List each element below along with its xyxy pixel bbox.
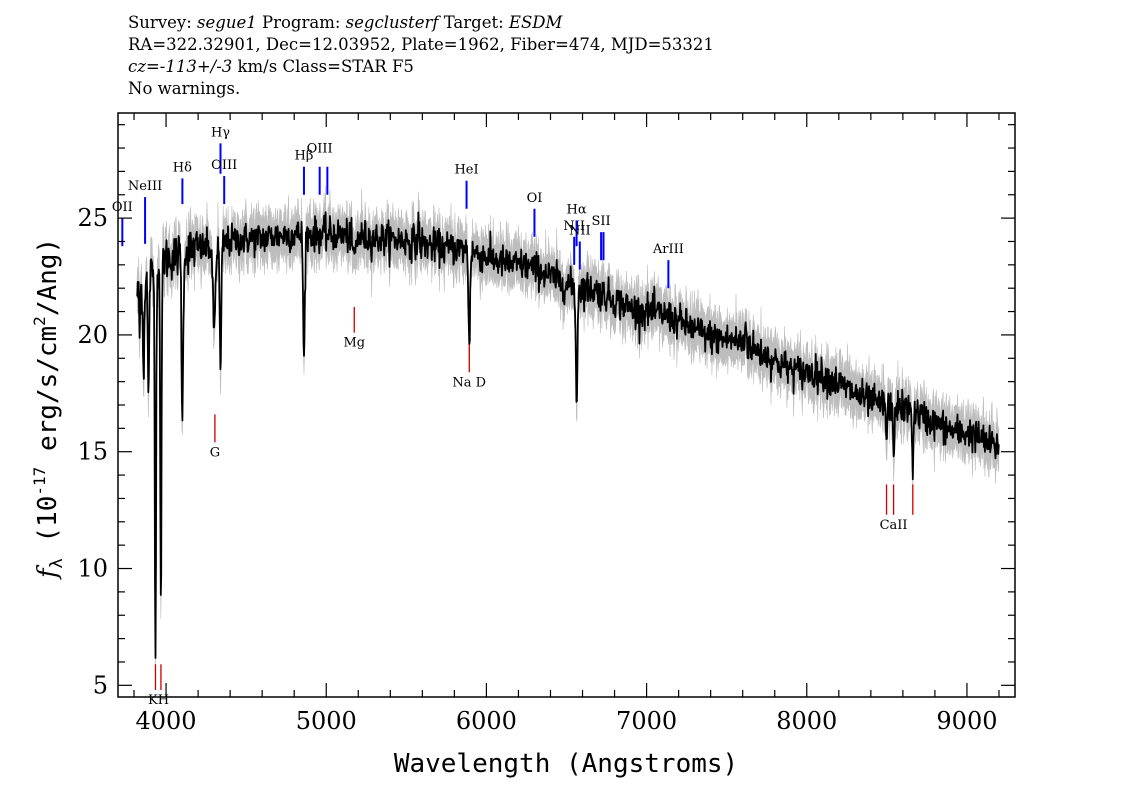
x-tick-label: 8000 xyxy=(776,707,837,735)
redshift-value: cz=-113+/-3 xyxy=(128,57,233,76)
emission-line-13: SII xyxy=(592,214,611,261)
y-label-mid: erg/s/cm xyxy=(33,326,63,467)
emission-line-label: NeIII xyxy=(128,179,162,194)
error-band xyxy=(136,185,1000,680)
absorption-line-3: G xyxy=(210,414,220,460)
class-value: km/s Class=STAR F5 xyxy=(232,57,414,76)
absorption-line-4: Mg xyxy=(343,306,365,351)
error-band-area xyxy=(136,185,1000,680)
spectrum-line xyxy=(136,211,1000,659)
plot-axes: 4000 5000 6000 7000 8000 9000 5 10 15 20 25 xyxy=(77,112,1016,735)
absorption-line-label: G xyxy=(210,445,220,460)
header-line-warnings: No warnings. xyxy=(128,79,241,98)
emission-line-label: NII xyxy=(569,223,591,238)
line-markers: OIINeIIIHδHγOIIIHβOIIIHeIOINIIHαNIISIIAr… xyxy=(112,125,914,708)
header-line-redshift: cz=-113+/-3 km/s Class=STAR F5 xyxy=(128,56,714,78)
x-tick-label: 4000 xyxy=(136,707,197,735)
emission-line-3: Hγ xyxy=(211,125,230,174)
y-label-post: /Ang) xyxy=(33,238,63,316)
emission-line-label: SII xyxy=(592,214,611,229)
y-tick-label: 25 xyxy=(77,204,108,232)
emission-line-label: ArIII xyxy=(652,242,684,257)
emission-line-label: Hδ xyxy=(173,160,192,175)
emission-line-label: OIII xyxy=(211,158,237,173)
x-tick-label: 9000 xyxy=(936,707,997,735)
y-label-pre: (10 xyxy=(33,496,63,559)
emission-line-2: Hδ xyxy=(173,160,192,205)
absorption-line-label: Na D xyxy=(452,375,486,390)
emission-line-10: NII xyxy=(563,219,585,265)
emission-line-12: NII xyxy=(569,223,591,270)
y-tick-label: 15 xyxy=(77,438,108,466)
emission-line-0: OII xyxy=(112,200,133,247)
spectrum-header: Survey: segue1 Program: segclusterf Targ… xyxy=(128,12,714,100)
y-label-exp2: 2 xyxy=(30,316,49,326)
target-value: ESDM xyxy=(508,13,563,32)
y-axis-label: fλ (10-17 erg/s/cm2/Ang) xyxy=(30,238,67,580)
program-label: Program: xyxy=(261,13,341,32)
absorption-line-label: Mg xyxy=(343,336,365,351)
x-tick-label: 5000 xyxy=(296,707,357,735)
absorption-line-label: CaII xyxy=(880,518,908,533)
y-tick-label: 10 xyxy=(77,555,108,583)
emission-line-6: OIII xyxy=(307,142,333,195)
spectrum-series xyxy=(136,211,1000,659)
program-value: segclusterf xyxy=(345,13,439,32)
emission-line-5: Hβ xyxy=(295,149,314,195)
x-tick-label: 6000 xyxy=(456,707,517,735)
absorption-line-5: Na D xyxy=(452,344,486,390)
header-line-coordinates: RA=322.32901, Dec=12.03952, Plate=1962, … xyxy=(128,35,714,54)
emission-line-11: Hα xyxy=(567,202,587,247)
emission-line-15: ArIII xyxy=(652,242,684,289)
y-label-sub: λ xyxy=(47,558,67,568)
emission-line-label: NII xyxy=(563,219,585,234)
header-line-survey: Survey: segue1 Program: segclusterf Targ… xyxy=(128,12,714,34)
emission-line-label: Hγ xyxy=(211,125,230,140)
emission-line-label: Hβ xyxy=(295,149,314,164)
y-tick-label: 5 xyxy=(93,671,108,699)
absorption-line-7: CaII xyxy=(880,484,908,533)
emission-line-label: OIII xyxy=(307,142,333,157)
emission-line-1: NeIII xyxy=(128,179,162,244)
target-label: Target: xyxy=(443,13,504,32)
emission-line-label: Hα xyxy=(567,202,587,217)
x-axis-label: Wavelength (Angstroms) xyxy=(394,749,738,779)
emission-line-label: OII xyxy=(112,200,133,215)
x-tick-label: 7000 xyxy=(616,707,677,735)
y-label-exp: -17 xyxy=(30,467,49,496)
emission-line-4: OIII xyxy=(211,158,237,205)
emission-line-9: OI xyxy=(527,191,543,237)
emission-line-label: OI xyxy=(527,191,543,206)
emission-line-label: HeI xyxy=(454,163,478,178)
survey-label: Survey: xyxy=(128,13,192,32)
y-tick-label: 20 xyxy=(77,321,108,349)
survey-value: segue1 xyxy=(197,13,257,32)
emission-line-8: HeI xyxy=(454,163,479,209)
